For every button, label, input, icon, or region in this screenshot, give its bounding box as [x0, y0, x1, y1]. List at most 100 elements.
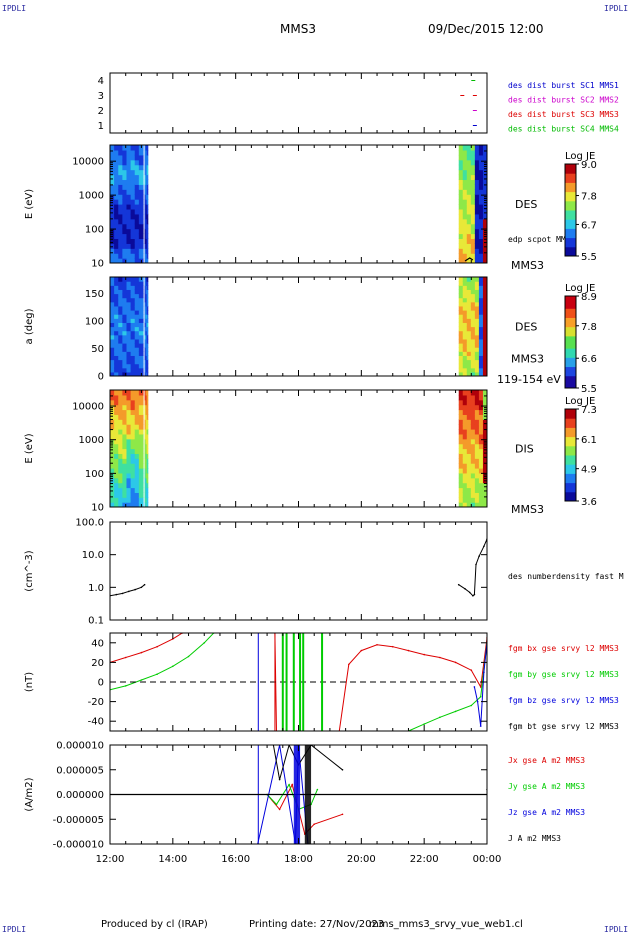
spectrogram-cell [482, 326, 487, 332]
series-line [110, 633, 487, 731]
spectrogram-cell [146, 164, 149, 171]
spectrogram-cell [458, 326, 464, 332]
spectrogram-cell [458, 233, 464, 240]
spectrogram-cell [478, 169, 484, 176]
spectrogram-cell [114, 334, 119, 340]
spectrogram-cell [130, 438, 136, 445]
colorbar-cell [565, 424, 576, 428]
spectrogram-cell [145, 458, 148, 464]
legend-entry: Jx gse A m2 MMS3 [508, 756, 585, 765]
spectrogram-cell [122, 338, 128, 344]
spectrogram-cell [134, 443, 140, 450]
spectrogram-cell [114, 314, 119, 319]
spectrogram-cell [126, 228, 132, 235]
colorbar-cell [565, 338, 576, 343]
spectrogram-cell [470, 293, 476, 299]
colorbar-tick-label: 7.8 [581, 192, 597, 203]
spectrogram-cell [144, 213, 147, 220]
spectrogram-cell [110, 281, 115, 286]
spectrogram-cell [458, 228, 464, 235]
spectrogram-cell [474, 453, 480, 459]
data-point [360, 649, 363, 652]
spectrogram-cell [458, 164, 464, 171]
spectrogram-cell [462, 233, 468, 240]
spectrogram-cell [122, 359, 128, 365]
colorbar-cell [565, 335, 576, 340]
spectrogram-cell [144, 355, 147, 361]
data-point [454, 661, 457, 664]
spectrogram-cell [114, 179, 119, 185]
spectrogram-cell [458, 359, 464, 365]
spectrogram-cell [118, 472, 123, 479]
spectrogram-cell [122, 322, 128, 328]
spectrogram-cell [130, 318, 136, 323]
spectrogram-cell [466, 194, 472, 200]
y-tick-label: 0.000005 [56, 765, 104, 776]
spectrogram-cell [114, 347, 119, 352]
spectrogram-cell [110, 164, 115, 171]
spectrogram-cell [462, 149, 468, 156]
spectrogram-cell [145, 238, 148, 244]
data-point [478, 555, 480, 557]
spectrogram-cell [122, 399, 128, 406]
corner-label-top-left: IPDLI [2, 4, 27, 13]
spectrogram-cell [134, 453, 140, 459]
spectrogram-cell [138, 477, 144, 484]
colorbar-cell [565, 381, 576, 386]
spectrogram-cell [466, 184, 472, 190]
colorbar-cell [565, 494, 576, 499]
colorbar-cell [565, 433, 576, 438]
spectrogram-cell [118, 322, 123, 328]
data-point [479, 725, 482, 727]
spectrogram-cell [474, 482, 480, 489]
spectrogram-cell [134, 289, 140, 295]
spectrogram-cell [145, 359, 148, 365]
spectrogram-cell [122, 404, 128, 411]
spectrogram-cell [144, 277, 147, 282]
spectrogram-cell [118, 453, 123, 459]
spectrogram-cell [482, 248, 487, 254]
spectrogram-cell [126, 213, 132, 220]
spectrogram-cell [130, 310, 136, 315]
colorbar-cell [565, 464, 576, 468]
spectrogram-cell [474, 164, 480, 171]
spectrogram-cell [478, 343, 484, 348]
species-label: DES [515, 321, 537, 334]
spectrogram-cell [482, 297, 487, 303]
spectrogram-cell [145, 154, 148, 161]
spectrogram-cell [466, 330, 472, 336]
spectrogram-cell [470, 199, 476, 205]
spectrogram-cell [478, 463, 484, 469]
spectrogram-cell [474, 213, 480, 220]
spectrogram-cell [146, 355, 149, 361]
spectrogram-cell [482, 164, 487, 171]
spectrogram-cell [470, 443, 476, 450]
spectrogram-cell [138, 409, 144, 415]
legend-entry: Jy gse A m2 MMS3 [508, 782, 585, 791]
spectrogram-cell [478, 281, 484, 286]
spectrogram-cell [144, 281, 147, 286]
spectrogram-cell [146, 394, 149, 401]
spectrogram-cell [110, 448, 115, 454]
spectrogram-cell [146, 363, 149, 369]
spectrogram-cell [478, 409, 484, 415]
spectrogram-cell [145, 326, 148, 332]
spectrogram-cell [458, 199, 464, 205]
spectrogram-cell [126, 322, 132, 328]
spectrogram-cell [118, 371, 123, 376]
spectrogram-cell [118, 477, 123, 484]
spectrogram-cell [466, 326, 472, 332]
spectrogram-cell [138, 347, 144, 352]
y-tick-label: 1 [98, 121, 104, 132]
spectrogram-cell [474, 179, 480, 185]
spectrogram-cell [478, 289, 484, 295]
spectrogram-cell [462, 301, 468, 307]
spectrogram-cell [462, 404, 468, 411]
spectrogram-cell [470, 502, 476, 507]
spectrogram-cell [458, 429, 464, 435]
spectrogram-cell [130, 497, 136, 503]
colorbar-cell [565, 497, 576, 502]
spectrogram-cell [118, 154, 123, 161]
spectrogram-cell [110, 189, 115, 195]
spectrogram-cell [474, 371, 480, 376]
